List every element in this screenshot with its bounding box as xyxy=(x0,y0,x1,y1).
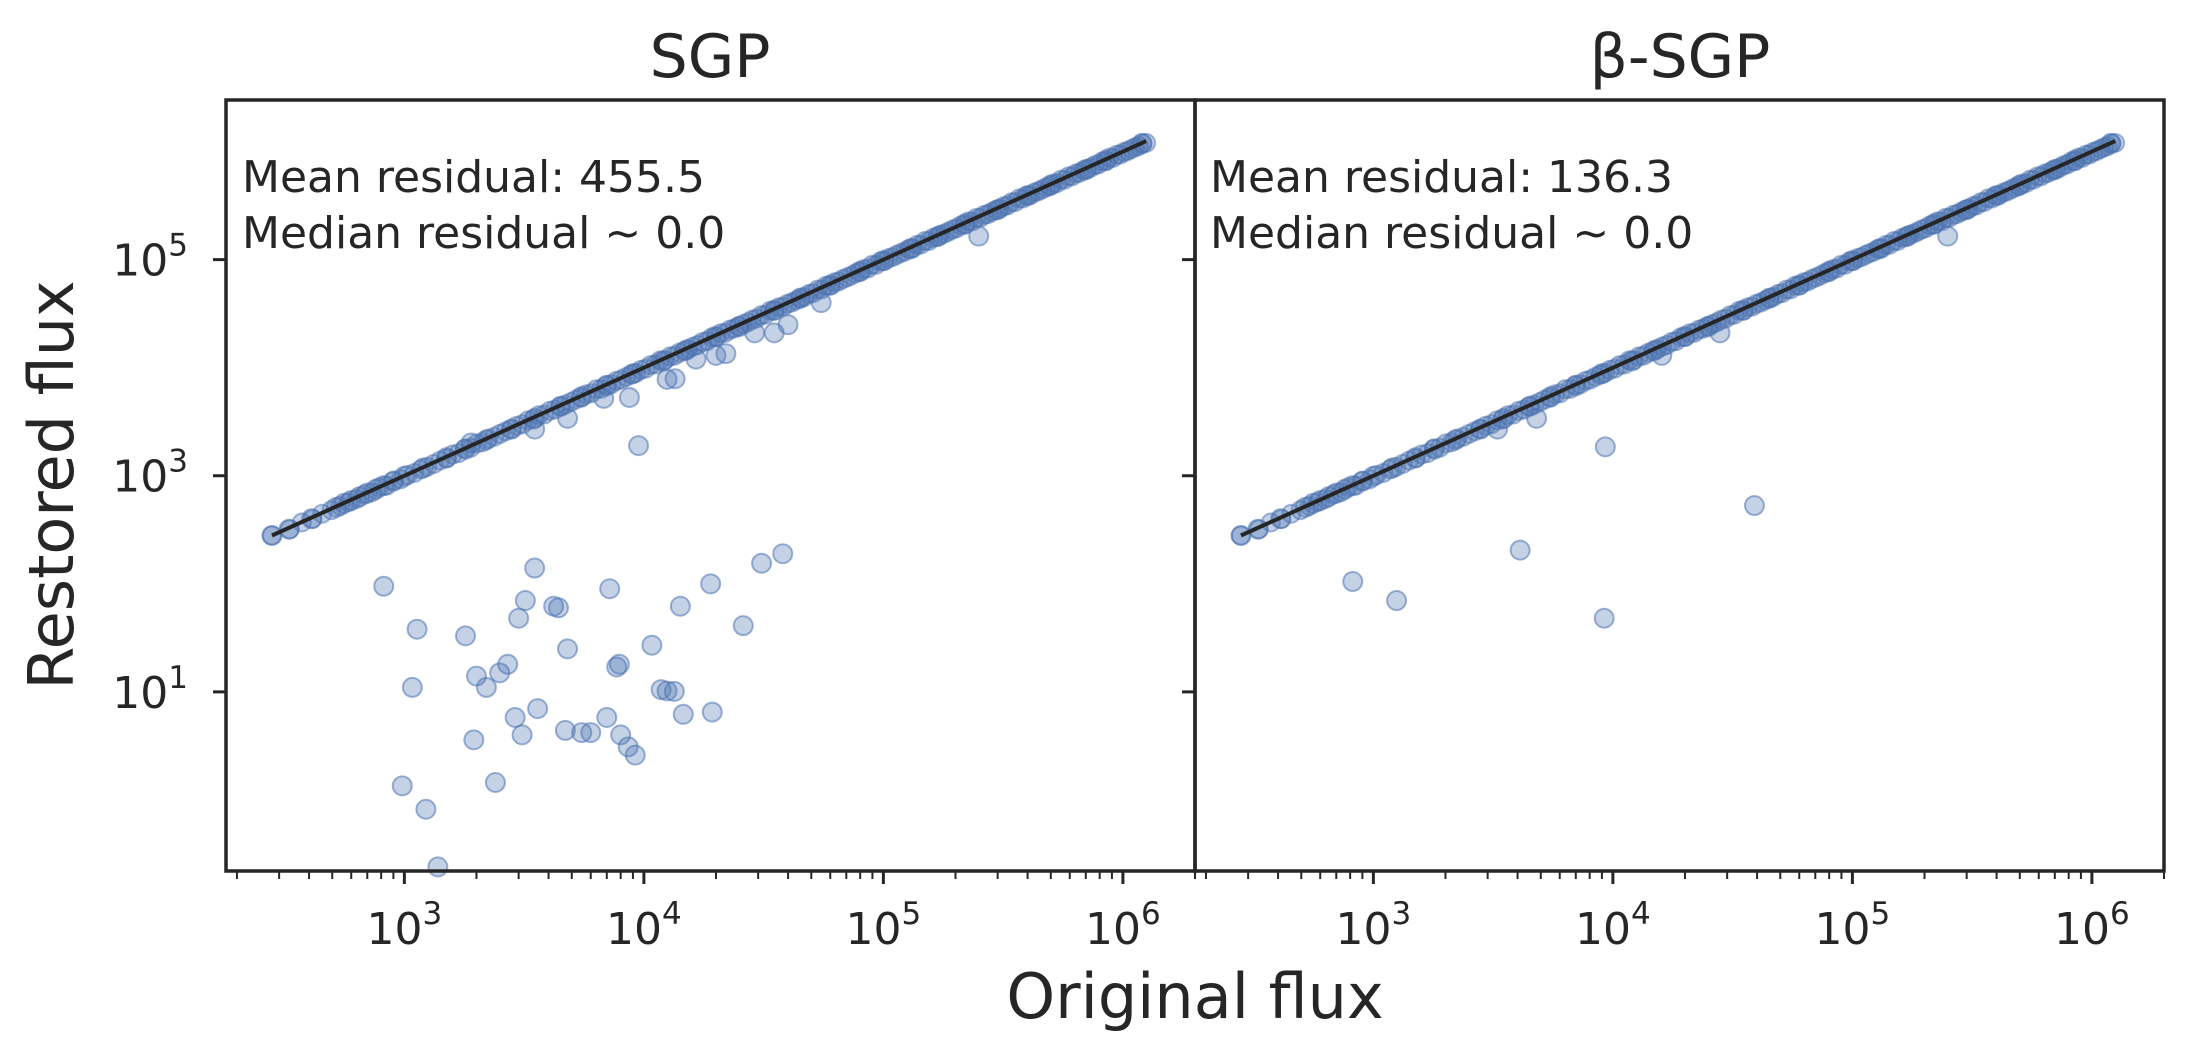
beta-sgp-x-axis: 103 104 105 106 xyxy=(1204,871,2165,955)
scatter-point xyxy=(524,557,546,579)
scatter-point xyxy=(672,703,694,725)
scatter-point xyxy=(484,772,506,794)
scatter-point xyxy=(554,719,576,741)
identity-line xyxy=(271,139,1147,538)
beta-sgp-y-axis xyxy=(1182,258,1195,694)
scatter-point xyxy=(1937,225,1959,247)
beta-sgp-median-residual: Median residual ~ 0.0 xyxy=(1210,208,1693,259)
panel-title-sgp: SGP xyxy=(650,22,771,92)
scatter-point xyxy=(1526,407,1548,429)
x-tick-label: 105 xyxy=(846,896,922,955)
scatter-point xyxy=(751,552,773,574)
scatter-point xyxy=(732,615,754,637)
sgp-marks xyxy=(261,132,1157,878)
scatter-point xyxy=(475,676,497,698)
panel-beta-sgp: β-SGP Mean residual: 136.3 Median residu… xyxy=(1182,22,2166,955)
scatter-point xyxy=(508,607,530,629)
y-tick-label: 105 xyxy=(112,228,188,287)
scatter-point xyxy=(700,573,722,595)
scatter-point xyxy=(610,724,632,746)
scatter-point xyxy=(624,744,646,766)
scatter-point xyxy=(1743,495,1765,517)
scatter-point xyxy=(463,729,485,751)
scatter-point xyxy=(664,368,686,390)
scatter-point xyxy=(401,676,423,698)
scatter-point xyxy=(656,368,678,390)
scatter-point xyxy=(715,343,737,365)
scatter-point xyxy=(1709,322,1731,344)
scatter-point xyxy=(596,706,618,728)
scatter-point xyxy=(968,225,990,247)
scatter-point xyxy=(524,418,546,440)
scatter-point xyxy=(514,590,536,612)
scatter-point xyxy=(608,653,630,675)
scatter-point xyxy=(599,578,621,600)
beta-sgp-annotations: Mean residual: 136.3 Median residual ~ 0… xyxy=(1210,152,1693,259)
scatter-point xyxy=(557,407,579,429)
panel-title-beta-sgp: β-SGP xyxy=(1590,22,1771,92)
scatter-point xyxy=(744,322,766,344)
scatter-point xyxy=(455,625,477,647)
beta-sgp-marks xyxy=(1230,132,2126,629)
scatter-point xyxy=(701,701,723,723)
scatter-point xyxy=(1342,571,1364,593)
x-tick-label: 104 xyxy=(1575,896,1651,955)
scatter-point xyxy=(1593,607,1615,629)
scatter-point xyxy=(772,543,794,565)
scatter-point xyxy=(415,798,437,820)
x-tick-label: 103 xyxy=(367,896,443,955)
scatter-point xyxy=(406,618,428,640)
scatter-point xyxy=(527,698,549,720)
y-tick-label: 101 xyxy=(112,660,188,719)
x-tick-label: 104 xyxy=(606,896,682,955)
beta-sgp-plot-frame xyxy=(1193,98,2166,873)
scatter-point xyxy=(1509,539,1531,561)
panel-sgp: SGP Mean residual: 455.5 Median residual… xyxy=(112,22,1197,955)
scatter-point xyxy=(810,292,832,314)
scatter-point xyxy=(669,595,691,617)
scatter-point xyxy=(373,575,395,597)
sgp-median-residual: Median residual ~ 0.0 xyxy=(242,208,725,259)
x-tick-label: 105 xyxy=(1815,896,1891,955)
scatter-point xyxy=(656,680,678,702)
scatter-point xyxy=(628,435,650,457)
x-axis-label: Original flux xyxy=(1006,960,1383,1033)
scatter-point xyxy=(557,638,579,660)
scatter-point xyxy=(1386,590,1408,612)
scatter-point xyxy=(547,597,569,619)
scatter-point xyxy=(606,656,628,678)
y-tick-label: 103 xyxy=(112,444,188,503)
x-tick-label: 106 xyxy=(2054,896,2130,955)
sgp-annotations: Mean residual: 455.5 Median residual ~ 0… xyxy=(242,152,725,259)
scatter-point xyxy=(427,856,449,878)
scatter-point xyxy=(685,348,707,370)
scatter-point xyxy=(1594,436,1616,458)
scatter-point xyxy=(504,706,526,728)
scatter-point xyxy=(777,314,799,336)
scatter-point xyxy=(663,680,685,702)
x-tick-label: 103 xyxy=(1336,896,1412,955)
sgp-y-axis: 101 103 105 xyxy=(112,228,226,719)
scatter-point xyxy=(641,634,663,656)
sgp-x-axis: 103 104 105 106 xyxy=(235,871,1196,955)
scatter-point xyxy=(618,386,640,408)
scatter-point xyxy=(580,722,602,744)
sgp-mean-residual: Mean residual: 455.5 xyxy=(242,152,705,203)
x-tick-label: 106 xyxy=(1085,896,1161,955)
beta-sgp-mean-residual: Mean residual: 136.3 xyxy=(1210,152,1673,203)
scatter-point xyxy=(593,387,615,409)
scatter-point xyxy=(511,724,533,746)
identity-line xyxy=(1240,139,2116,538)
y-axis-label: Restored flux xyxy=(15,280,88,689)
scatter-point xyxy=(497,653,519,675)
scatter-point xyxy=(391,775,413,797)
